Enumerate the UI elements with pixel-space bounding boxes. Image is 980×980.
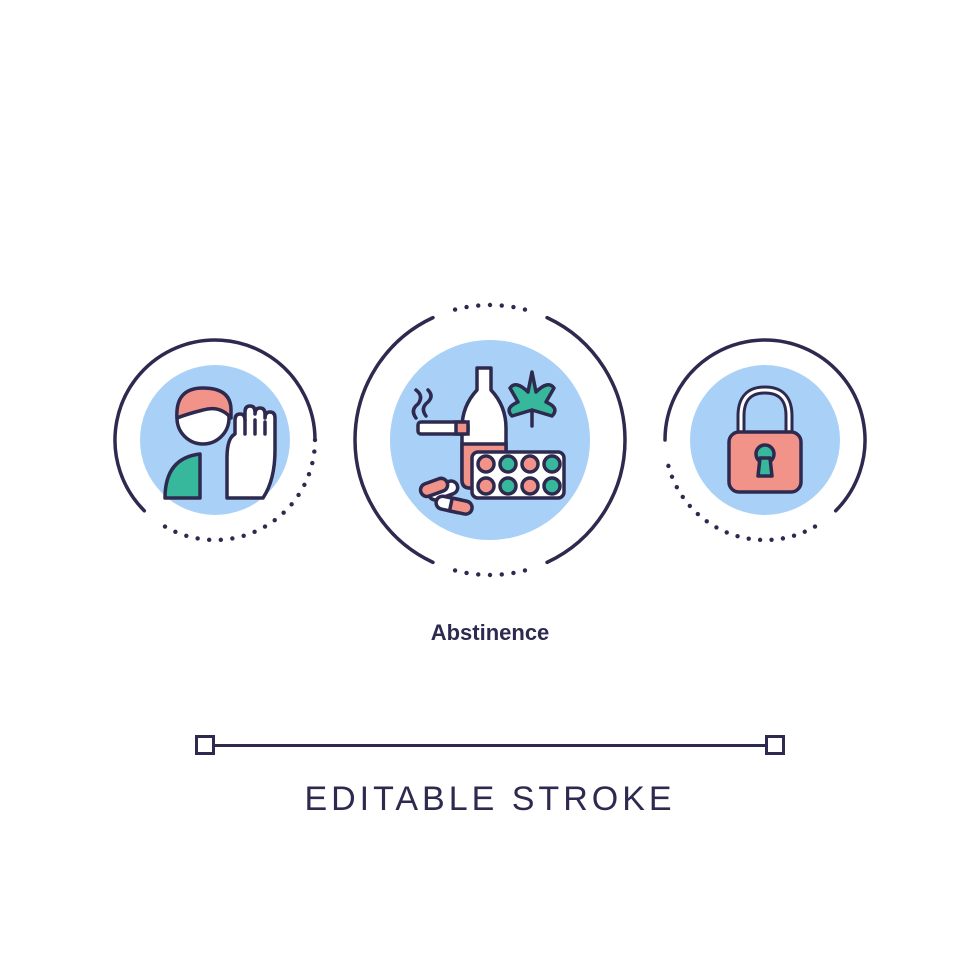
infographic-title: Abstinence <box>0 620 980 646</box>
divider-handle-left <box>195 735 215 755</box>
icons-row <box>0 300 980 580</box>
infographic-stage: Abstinence EDITABLE STROKE <box>0 0 980 980</box>
lock-icon <box>660 335 870 545</box>
substances-icon <box>350 300 630 580</box>
divider <box>195 735 785 755</box>
divider-line <box>215 744 765 747</box>
divider-handle-right <box>765 735 785 755</box>
refuse-hand-icon <box>110 335 320 545</box>
footer-label: EDITABLE STROKE <box>0 780 980 819</box>
